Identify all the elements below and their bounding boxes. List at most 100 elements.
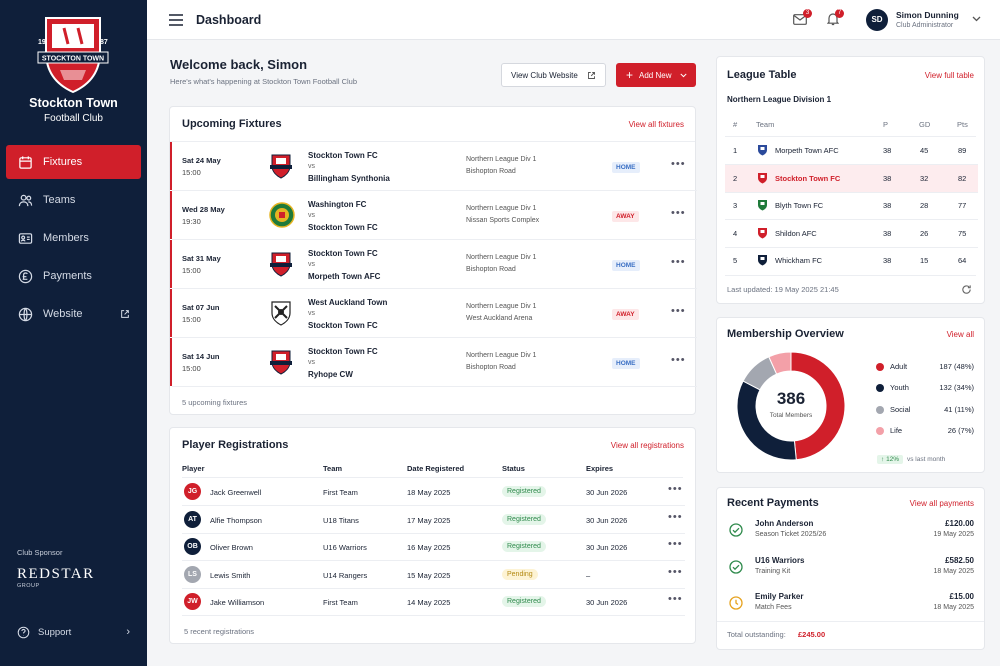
league-team: Blyth Town FC — [775, 201, 824, 211]
add-new-button[interactable]: + Add New — [616, 63, 696, 87]
player-avatar: AT — [184, 510, 201, 528]
user-name[interactable]: Simon Dunning — [896, 10, 959, 20]
top-bar: Dashboard 3 7 SD Simon Dunning Club Admi… — [147, 0, 1000, 40]
plus-icon: + — [626, 68, 634, 82]
table-row[interactable]: AT Alfie Thompson U18 Titans 17 May 2025… — [182, 506, 685, 534]
nav-fixtures[interactable]: Fixtures — [6, 145, 141, 179]
card-title: Membership Overview — [727, 328, 844, 340]
outstanding-value: £245.00 — [798, 630, 826, 639]
id-card-icon — [18, 232, 33, 244]
fixture-venue-badge: AWAY — [612, 211, 639, 222]
fixture-venue: Bishopton Road — [466, 266, 516, 273]
fixture-date: Sat 14 Jun — [182, 352, 220, 361]
chevron-down-icon — [680, 73, 688, 77]
more-options-icon[interactable]: ••• — [671, 207, 686, 219]
refresh-icon[interactable] — [961, 284, 972, 295]
view-all-fixtures-link[interactable]: View all fixtures — [628, 120, 684, 129]
team-crest-icon — [269, 349, 293, 377]
nav-label: Teams — [43, 194, 76, 206]
payment-row[interactable]: John Anderson Season Ticket 2025/26 £120… — [717, 518, 984, 554]
fixture-row[interactable]: Sat 24 May 15:00 Stockton Town FC vs Bil… — [170, 142, 697, 191]
view-all-payments-link[interactable]: View all payments — [909, 499, 974, 508]
col-date: Date Registered — [407, 464, 465, 473]
more-options-icon[interactable]: ••• — [668, 538, 683, 550]
fixture-vs: vs — [308, 212, 315, 219]
more-options-icon[interactable]: ••• — [668, 483, 683, 495]
league-played: 38 — [883, 146, 892, 155]
payment-row[interactable]: U16 Warriors Training Kit £582.50 18 May… — [717, 555, 984, 591]
player-name: Lewis Smith — [210, 570, 251, 580]
table-row[interactable]: JG Jack Greenwell First Team 18 May 2025… — [182, 478, 685, 506]
recent-payments-card: Recent Payments View all payments John A… — [716, 487, 985, 650]
league-row[interactable]: 3 Blyth Town FC 38 28 77 — [725, 192, 978, 221]
expires-date: 30 Jun 2026 — [586, 543, 628, 552]
more-options-icon[interactable]: ••• — [668, 510, 683, 523]
table-row[interactable]: LS Lewis Smith U14 Rangers 15 May 2025 P… — [182, 561, 685, 589]
league-row[interactable]: 1 Morpeth Town AFC 38 45 89 — [725, 137, 978, 165]
fixture-row[interactable]: Sat 07 Jun 15:00 West Auckland Town vs S… — [170, 289, 697, 338]
league-played: 38 — [883, 201, 892, 211]
view-full-table-link[interactable]: View full table — [924, 71, 974, 80]
legend-label: Adult — [890, 362, 908, 371]
chevron-down-icon[interactable] — [972, 16, 981, 22]
more-options-icon[interactable]: ••• — [671, 256, 686, 268]
table-row[interactable]: JW Jake Williamson First Team 14 May 202… — [182, 588, 685, 616]
view-all-registrations-link[interactable]: View all registrations — [610, 441, 684, 450]
hamburger-menu-icon[interactable] — [169, 14, 183, 26]
team-crest-icon — [758, 172, 767, 184]
player-name: Oliver Brown — [210, 543, 253, 552]
outstanding-label: Total outstanding: — [727, 630, 786, 639]
status-badge: Registered — [502, 486, 546, 497]
notification-badge: 7 — [835, 9, 844, 18]
league-row[interactable]: 4 Shildon AFC 38 26 75 — [725, 220, 978, 248]
nav-teams[interactable]: Teams — [6, 183, 141, 217]
fixture-team-2: Ryhope CW — [308, 370, 353, 379]
support-link[interactable]: Support › — [17, 624, 132, 640]
total-members-value: 386 — [776, 389, 806, 408]
nav-payments[interactable]: Payments — [6, 259, 141, 293]
more-options-icon[interactable]: ••• — [671, 354, 686, 366]
club-crest: STOCKTON TOWN 19 87 — [34, 14, 112, 94]
donut-segment-adult — [790, 351, 846, 461]
league-row[interactable]: 5 Whickham FC 38 15 64 — [725, 247, 978, 274]
registered-date: 16 May 2025 — [407, 543, 451, 552]
fixture-row[interactable]: Sat 31 May 15:00 Stockton Town FC vs Mor… — [170, 240, 697, 289]
nav-label: Payments — [43, 270, 92, 282]
support-label: Support — [38, 626, 72, 638]
fixture-team-1: Stockton Town FC — [308, 249, 378, 258]
view-club-website-button[interactable]: View Club Website — [501, 63, 606, 87]
fixture-venue: Bishopton Road — [466, 168, 516, 175]
fixture-league: Northern League Div 1 — [466, 303, 537, 310]
fixture-team-1: Stockton Town FC — [308, 347, 378, 356]
expires-date: 30 Jun 2026 — [586, 598, 628, 607]
fixture-row[interactable]: Sat 14 Jun 15:00 Stockton Town FC vs Ryh… — [170, 338, 697, 387]
nav-members[interactable]: Members — [6, 221, 141, 255]
membership-overview-card: Membership Overview View all 386 Total M… — [716, 317, 985, 473]
sponsor-label: Club Sponsor — [17, 548, 63, 557]
payment-date: 19 May 2025 — [933, 531, 974, 538]
view-all-members-link[interactable]: View all — [946, 330, 974, 339]
check-circle-icon — [729, 523, 743, 537]
nav-website[interactable]: Website — [6, 297, 141, 331]
more-options-icon[interactable]: ••• — [668, 593, 683, 605]
league-position: 5 — [733, 256, 738, 266]
league-played: 38 — [883, 173, 892, 183]
fixture-team-2: Stockton Town FC — [308, 223, 378, 232]
user-avatar[interactable]: SD — [866, 9, 888, 31]
fixture-team-1: Stockton Town FC — [308, 151, 378, 160]
payment-row[interactable]: Emily Parker Match Fees £15.00 18 May 20… — [717, 591, 984, 627]
fixture-league: Northern League Div 1 — [466, 205, 537, 212]
player-avatar: OB — [184, 538, 201, 555]
nav-label: Fixtures — [43, 156, 83, 168]
league-row[interactable]: 2 Stockton Town FC 38 32 82 — [725, 164, 978, 193]
nav-label: Members — [43, 232, 89, 244]
col-played: P — [883, 120, 889, 129]
more-options-icon[interactable]: ••• — [671, 158, 686, 170]
fixture-venue: West Auckland Arena — [466, 315, 533, 322]
more-options-icon[interactable]: ••• — [668, 565, 683, 578]
col-status: Status — [502, 464, 525, 473]
table-row[interactable]: OB Oliver Brown U16 Warriors 16 May 2025… — [182, 533, 685, 561]
more-options-icon[interactable]: ••• — [671, 305, 686, 317]
fixture-venue-badge: HOME — [612, 358, 640, 369]
fixture-row[interactable]: Wed 28 May 19:30 Washington FC vs Stockt… — [170, 191, 697, 240]
